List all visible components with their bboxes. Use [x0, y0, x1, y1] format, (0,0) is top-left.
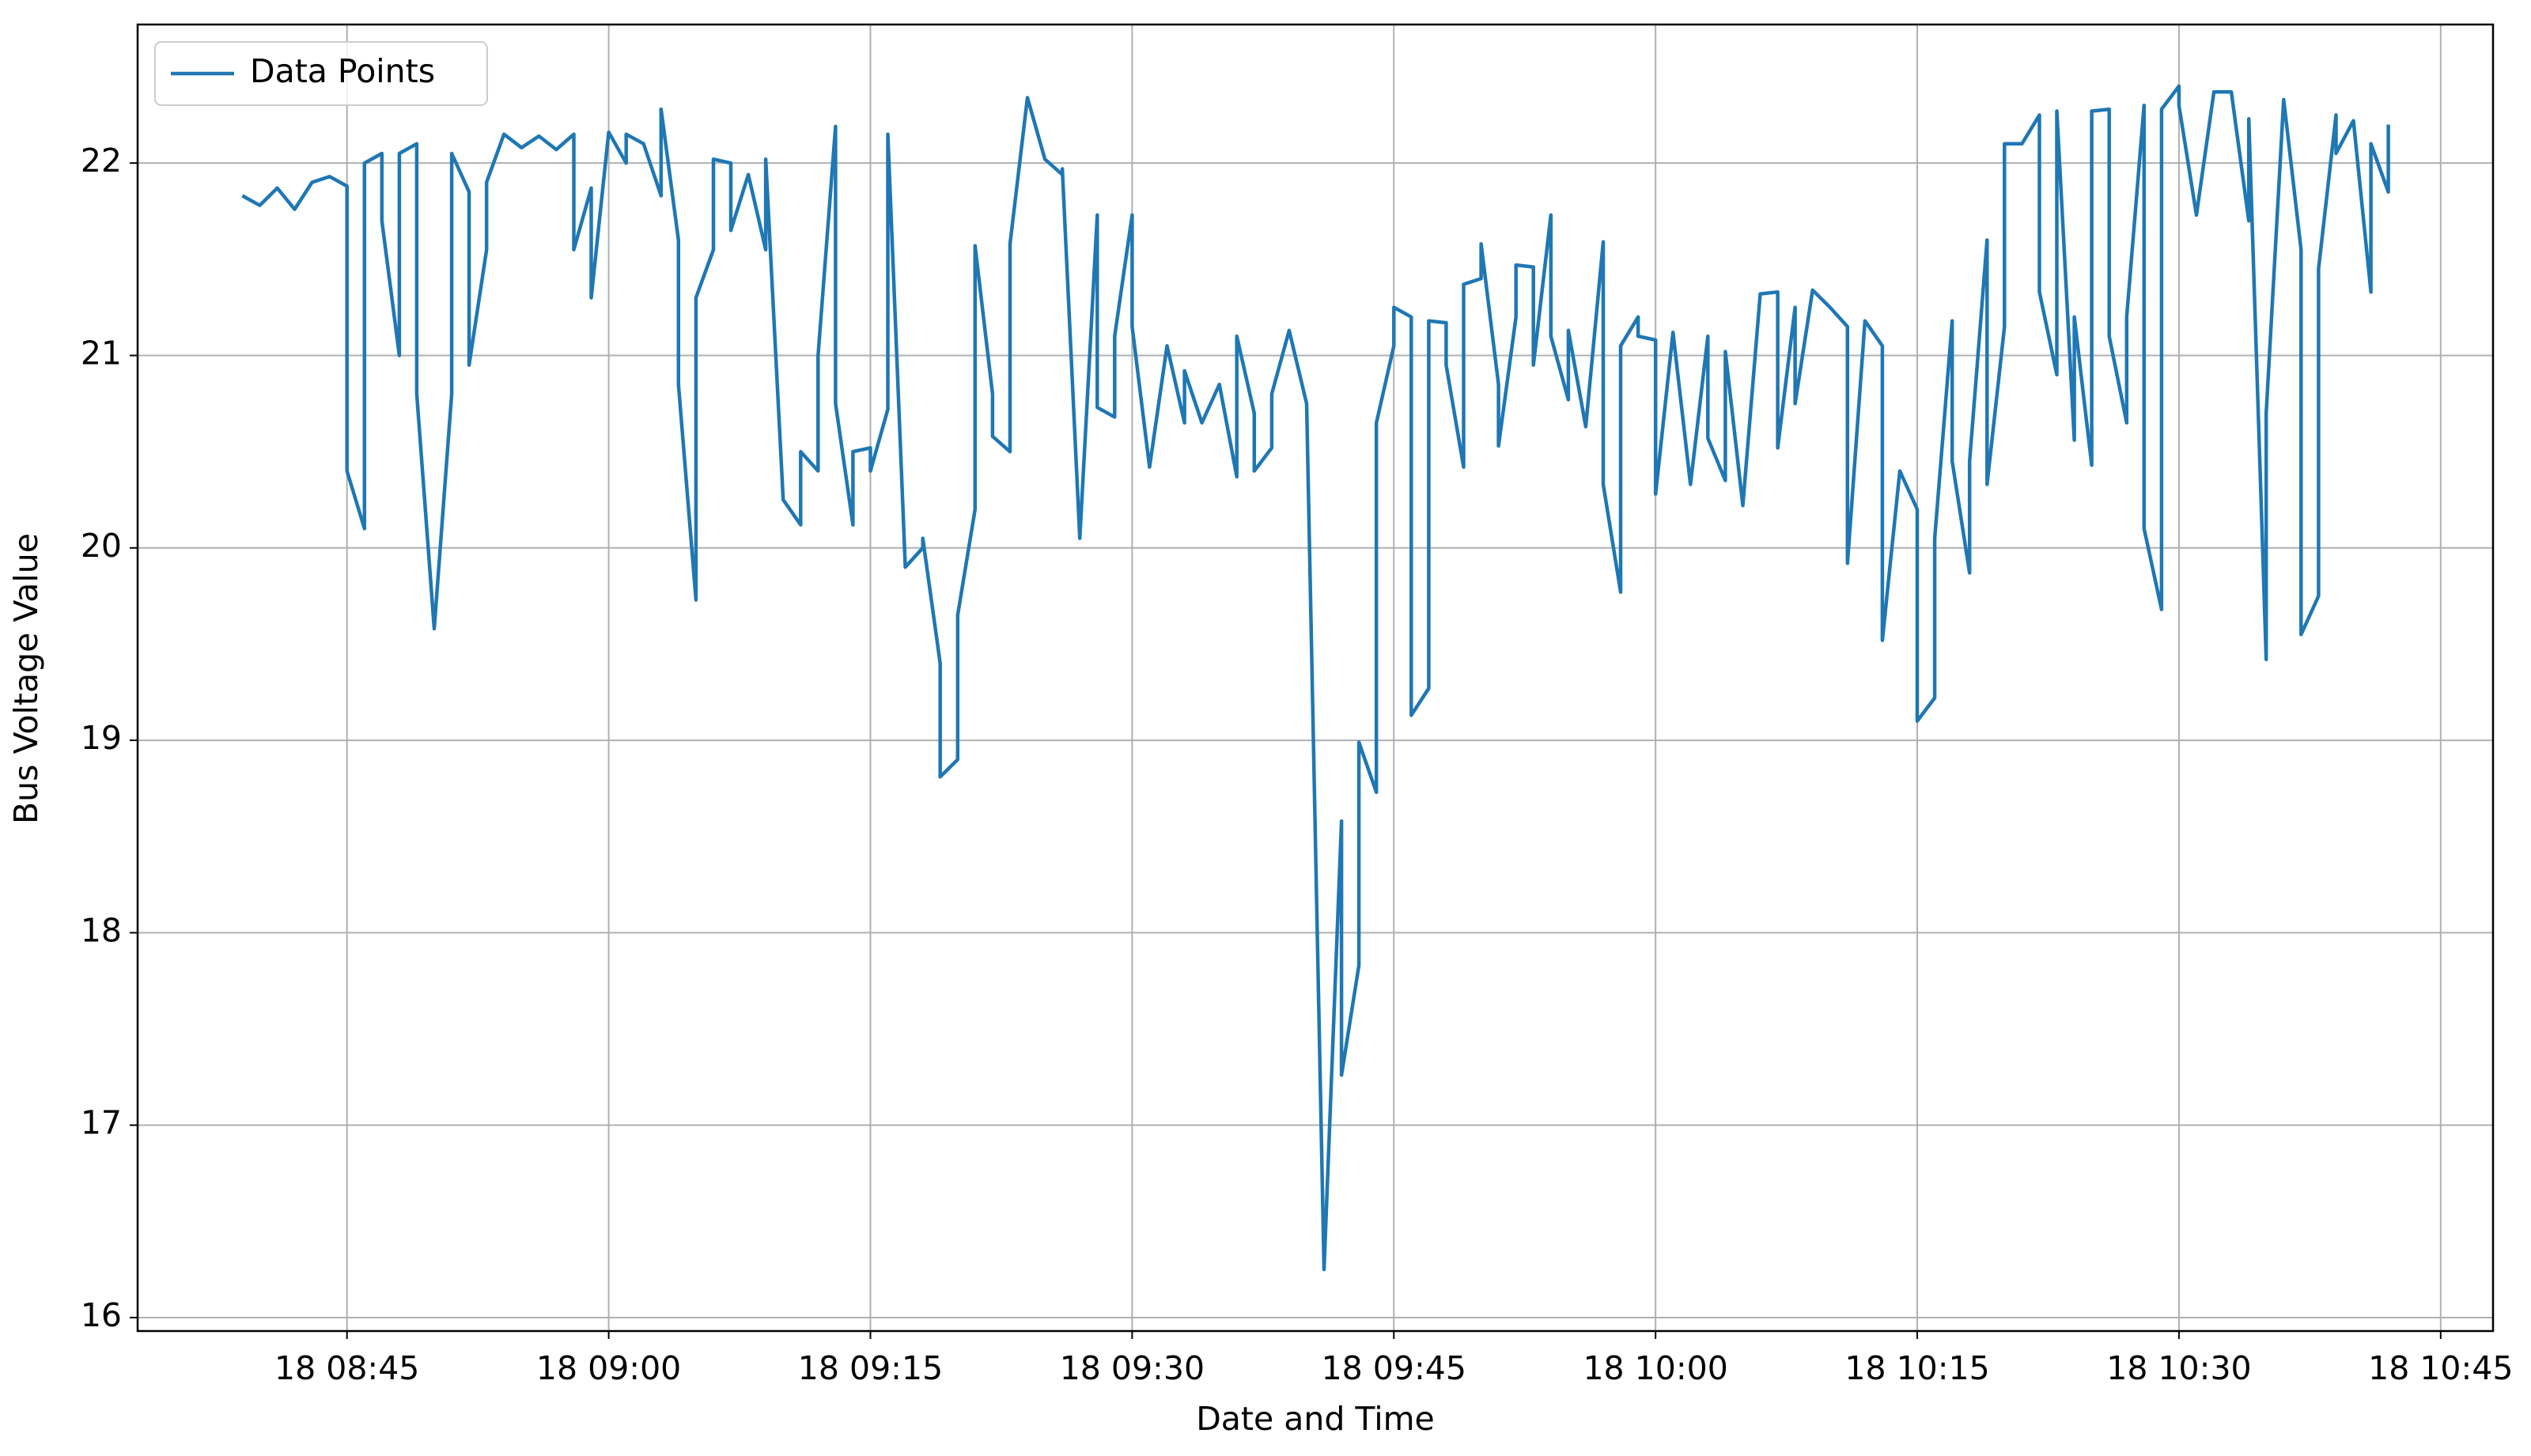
y-tick-label: 22 — [81, 142, 122, 180]
legend-box — [154, 41, 488, 106]
x-tick-label: 18 10:15 — [1844, 1349, 1989, 1387]
y-tick-label: 16 — [81, 1296, 122, 1334]
data-line — [241, 84, 2390, 1272]
x-tick-label: 18 09:30 — [1060, 1349, 1205, 1387]
x-tick-label: 18 09:15 — [798, 1349, 943, 1387]
axes-frame — [136, 23, 2495, 1333]
y-tick-label: 17 — [81, 1104, 122, 1142]
y-tick-label: 19 — [81, 719, 122, 757]
y-tick-label: 18 — [81, 911, 122, 949]
x-tick-label: 18 10:00 — [1583, 1349, 1727, 1387]
x-tick-label: 18 09:45 — [1322, 1349, 1466, 1387]
y-tick-label: 20 — [81, 527, 122, 565]
x-tick-label: 18 10:30 — [2106, 1349, 2251, 1387]
x-axis-label: Date and Time — [1196, 1400, 1435, 1438]
y-tick-label: 21 — [81, 334, 122, 372]
x-tick-label: 18 10:45 — [2368, 1349, 2513, 1387]
y-axis-label: Bus Voltage Value — [7, 533, 45, 824]
x-tick-label: 18 09:00 — [536, 1349, 681, 1387]
legend-label: Data Points — [250, 52, 435, 90]
x-tick-label: 18 08:45 — [274, 1349, 419, 1387]
legend: Data Points — [154, 41, 488, 106]
